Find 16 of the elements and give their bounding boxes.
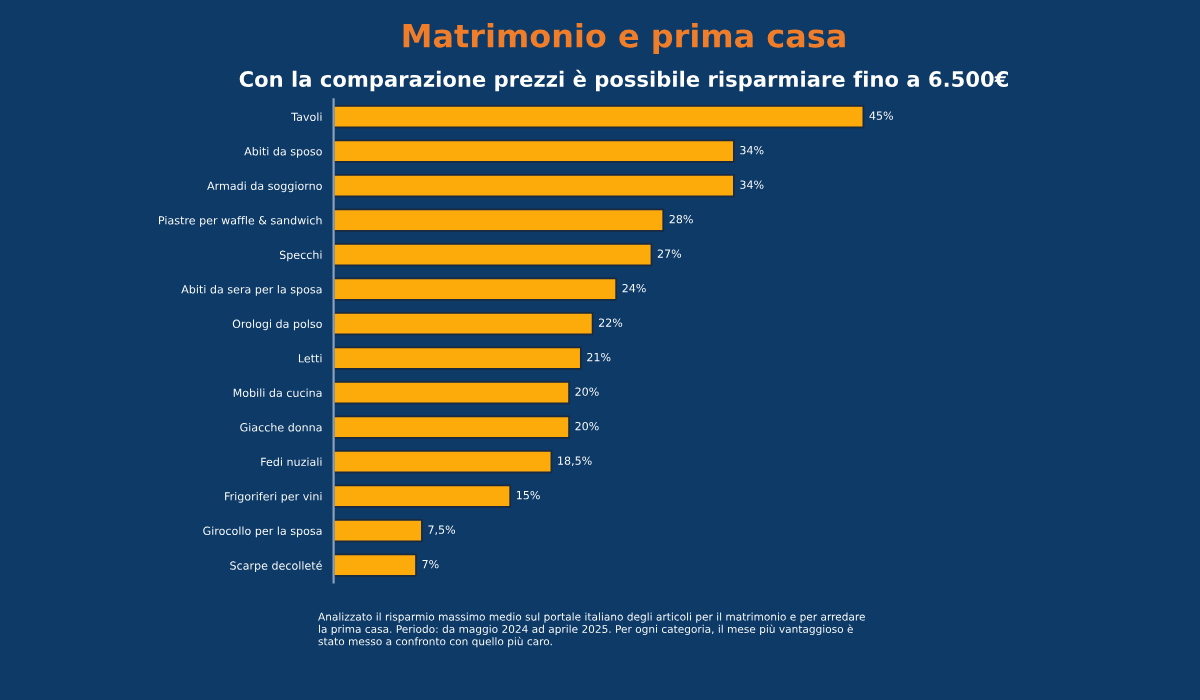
bar xyxy=(333,381,570,405)
bar xyxy=(333,484,512,508)
bar xyxy=(333,139,735,163)
chart-subtitle: Con la comparazione prezzi è possibile risparmiare fino a 6.500€ xyxy=(239,69,1008,92)
bar xyxy=(333,105,865,129)
bar xyxy=(333,277,617,301)
bar xyxy=(333,519,423,543)
bar xyxy=(333,553,417,577)
bar xyxy=(333,312,594,336)
bar xyxy=(333,415,570,439)
bar xyxy=(333,208,665,232)
bar xyxy=(333,174,735,198)
chart-title: Matrimonio e prima casa xyxy=(403,23,845,54)
bar xyxy=(333,346,582,370)
bar xyxy=(333,450,553,474)
bar xyxy=(333,243,653,267)
